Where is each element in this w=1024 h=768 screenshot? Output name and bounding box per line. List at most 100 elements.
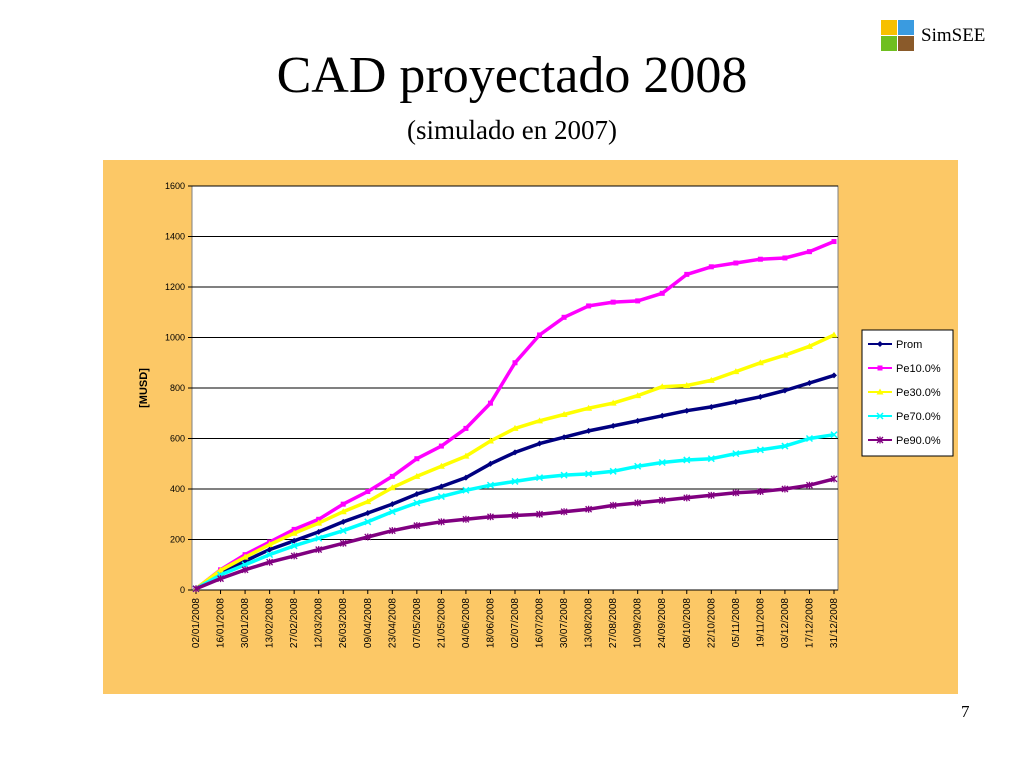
data-point <box>462 474 469 481</box>
data-point <box>805 342 813 349</box>
x-tick-label: 21/05/2008 <box>436 598 447 648</box>
y-tick-label: 1000 <box>165 333 185 343</box>
data-point <box>315 519 323 526</box>
x-tick-label: 04/06/2008 <box>461 598 472 648</box>
data-point <box>266 546 273 553</box>
y-tick-label: 1400 <box>165 232 185 242</box>
data-point <box>388 484 396 491</box>
line-chart: 0 200 400 600 800 1000 1200 1400 1600 02/01/2008 1… <box>138 181 954 648</box>
data-point <box>732 450 740 458</box>
legend-label: Pe10.0% <box>896 363 941 375</box>
data-point <box>413 472 421 479</box>
data-point <box>364 518 372 526</box>
data-point <box>635 298 641 304</box>
data-point <box>463 425 469 431</box>
x-tick-label: 16/01/2008 <box>216 598 227 648</box>
data-point <box>364 509 371 516</box>
data-point <box>658 383 666 390</box>
x-tick-label: 16/07/2008 <box>535 598 546 648</box>
data-point <box>805 434 813 443</box>
data-point <box>290 552 298 560</box>
data-point <box>291 537 298 544</box>
data-point <box>437 462 445 469</box>
data-point <box>340 501 346 507</box>
page-number: 7 <box>961 702 970 721</box>
data-point <box>217 575 224 583</box>
data-point <box>315 534 323 542</box>
data-point <box>830 431 838 439</box>
data-point <box>266 551 274 559</box>
data-point <box>462 452 470 459</box>
logo-cell-blue <box>898 20 914 35</box>
x-tick-label: 02/01/2008 <box>191 598 202 648</box>
logo-cell-brown <box>898 36 914 51</box>
data-point <box>634 462 642 470</box>
data-point <box>586 303 592 309</box>
data-point <box>634 392 642 399</box>
data-point <box>781 387 788 394</box>
data-point <box>707 491 715 499</box>
legend-label: Pe70.0% <box>896 411 941 423</box>
logo-cell-green <box>881 36 897 51</box>
data-point <box>732 368 740 375</box>
x-tick-label: 13/08/2008 <box>584 598 595 648</box>
data-point <box>437 493 445 501</box>
data-point <box>486 437 494 444</box>
data-point <box>831 372 837 379</box>
data-point <box>585 404 593 411</box>
data-point <box>756 488 764 496</box>
data-point <box>389 501 396 508</box>
data-point <box>364 533 372 541</box>
data-point <box>560 471 568 479</box>
data-point <box>781 485 789 493</box>
data-point <box>683 456 691 464</box>
data-point <box>339 508 347 515</box>
data-point <box>512 449 518 456</box>
data-point <box>560 508 568 516</box>
x-tick-label: 22/10/2008 <box>706 598 717 648</box>
y-tick-label: 600 <box>170 434 185 444</box>
x-tick-label: 10/09/2008 <box>633 598 644 648</box>
data-point <box>585 470 593 478</box>
data-point <box>241 553 249 560</box>
legend-label: Pe30.0% <box>896 387 941 399</box>
y-tick-label: 800 <box>170 383 185 393</box>
data-point <box>290 529 298 536</box>
data-point <box>683 494 691 502</box>
data-point <box>339 539 347 547</box>
data-point <box>413 522 421 530</box>
data-point <box>537 332 543 338</box>
data-point <box>683 407 690 414</box>
data-point <box>536 440 543 447</box>
data-point <box>217 566 225 573</box>
data-point <box>388 508 396 516</box>
data-point <box>487 400 493 406</box>
logo-cell-yellow <box>881 20 897 35</box>
data-point <box>438 483 445 490</box>
data-point <box>511 424 519 431</box>
data-point <box>707 376 715 383</box>
data-point <box>609 399 617 406</box>
x-tick-label: 03/12/2008 <box>780 598 791 648</box>
data-point <box>830 331 838 338</box>
data-point <box>732 398 739 405</box>
data-point <box>560 411 568 418</box>
data-point <box>609 501 617 509</box>
legend-marker <box>877 365 883 371</box>
data-point <box>438 443 444 449</box>
data-point <box>757 393 764 400</box>
data-point <box>536 474 544 482</box>
x-tick-label: 07/05/2008 <box>412 598 423 648</box>
logo-grid-icon <box>881 20 915 52</box>
data-point <box>708 264 714 270</box>
data-point <box>316 516 322 522</box>
data-point <box>585 505 593 513</box>
data-point <box>536 417 544 424</box>
data-point <box>413 491 420 498</box>
data-point <box>388 527 396 535</box>
data-point <box>536 510 543 518</box>
data-point <box>830 475 838 483</box>
logo-text: SimSEE <box>921 25 986 46</box>
x-tick-label: 27/02/2008 <box>289 598 300 648</box>
x-tick-label: 24/09/2008 <box>657 598 668 648</box>
